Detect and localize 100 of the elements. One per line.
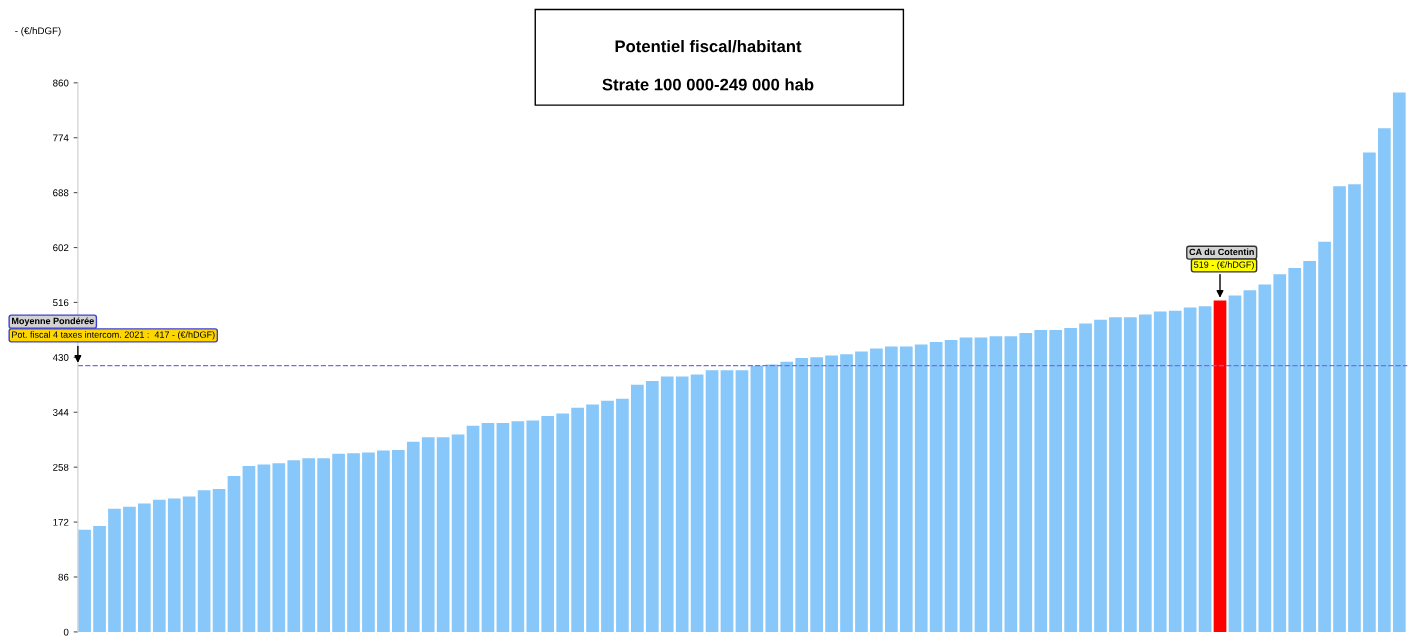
bar	[1273, 274, 1287, 632]
bar	[1124, 317, 1137, 632]
bar	[660, 376, 674, 632]
bar	[272, 463, 286, 632]
bar	[944, 340, 958, 632]
bar	[601, 400, 614, 632]
y-tick-label: 258	[53, 463, 69, 471]
bar	[212, 488, 226, 632]
bar	[1109, 317, 1122, 632]
bar	[870, 348, 883, 632]
bar	[556, 413, 570, 632]
bar	[362, 452, 375, 632]
bar	[257, 464, 271, 632]
bar	[1049, 329, 1063, 632]
bar	[1094, 319, 1107, 632]
bar	[750, 365, 764, 632]
y-tick-label: 172	[53, 518, 69, 526]
bar	[1243, 290, 1257, 632]
bar	[810, 357, 823, 632]
bar	[765, 364, 779, 632]
bar	[108, 508, 121, 632]
bar	[466, 425, 480, 632]
y-tick-label: 860	[53, 79, 69, 87]
bar	[1348, 184, 1361, 632]
bar	[1213, 300, 1227, 632]
chart-subtitle: Strate 100 000-249 000 hab	[602, 78, 814, 91]
bar	[347, 453, 360, 632]
bar	[929, 342, 943, 632]
bar	[123, 506, 136, 632]
y-tick-label: 430	[52, 354, 69, 361]
bar	[1288, 267, 1302, 632]
bar	[302, 458, 316, 632]
bar	[735, 370, 749, 632]
y-tick-label: 602	[53, 244, 69, 252]
bar	[182, 496, 196, 632]
y-tick-label: 0	[63, 628, 69, 636]
chart-title: Potentiel fiscal/habitant	[615, 40, 802, 53]
bar	[406, 441, 420, 632]
bar	[78, 529, 91, 632]
bar	[1363, 152, 1376, 632]
bar	[616, 398, 629, 632]
bar	[1183, 307, 1197, 632]
bar	[690, 374, 704, 632]
bar	[1318, 241, 1331, 632]
bar	[1392, 92, 1406, 632]
bar	[541, 416, 555, 632]
bar	[705, 370, 719, 632]
y-tick-label: 516	[53, 299, 69, 307]
bar	[526, 420, 540, 632]
bar	[914, 344, 928, 632]
bar	[1168, 310, 1182, 632]
bar	[989, 336, 1003, 632]
bar	[825, 355, 838, 632]
bar	[377, 450, 390, 632]
y-axis-title: - (€/hDGF)	[15, 27, 61, 37]
bar	[391, 449, 405, 632]
bar	[1333, 186, 1346, 632]
bar	[227, 476, 241, 632]
bar	[481, 423, 495, 632]
bar	[138, 503, 151, 632]
bar	[840, 354, 853, 632]
bar	[571, 407, 584, 632]
bar	[197, 490, 211, 632]
y-tick-label: 774	[53, 134, 69, 142]
bar	[645, 380, 659, 632]
ref-line-label: Moyenne Pondérée Pot. fiscal 4 taxes intercom. 2021 : 417 - (€/hDGF)	[12, 317, 215, 340]
bar	[1138, 314, 1152, 632]
bar	[899, 346, 913, 632]
bar	[1004, 336, 1018, 632]
bar	[959, 337, 973, 632]
bar	[1303, 260, 1316, 632]
bar	[780, 361, 794, 632]
y-tick-label: 86	[58, 573, 69, 581]
bar	[1228, 295, 1242, 632]
bar	[421, 437, 435, 632]
bar	[152, 499, 166, 632]
y-tick-label: 688	[53, 189, 69, 197]
bar	[855, 351, 868, 632]
bar	[287, 460, 301, 632]
bar	[332, 453, 345, 632]
bar	[436, 437, 450, 632]
bar	[451, 434, 465, 632]
bar	[1019, 333, 1033, 632]
data-label: CA du Cotentin 519 - (€/hDGF)	[1189, 248, 1254, 270]
bar	[1153, 311, 1167, 632]
bar	[511, 421, 525, 632]
bar	[631, 384, 644, 632]
bar	[1258, 284, 1272, 632]
y-tick-label: 344	[53, 409, 69, 416]
bar	[317, 458, 330, 632]
bar	[1079, 323, 1092, 632]
bar	[1034, 329, 1048, 632]
bar	[675, 376, 689, 632]
bar	[720, 370, 734, 632]
bar	[242, 465, 256, 632]
bar	[93, 525, 106, 632]
bar	[974, 337, 988, 632]
bar	[1378, 128, 1391, 632]
bar	[1198, 306, 1212, 632]
bar	[795, 358, 809, 632]
